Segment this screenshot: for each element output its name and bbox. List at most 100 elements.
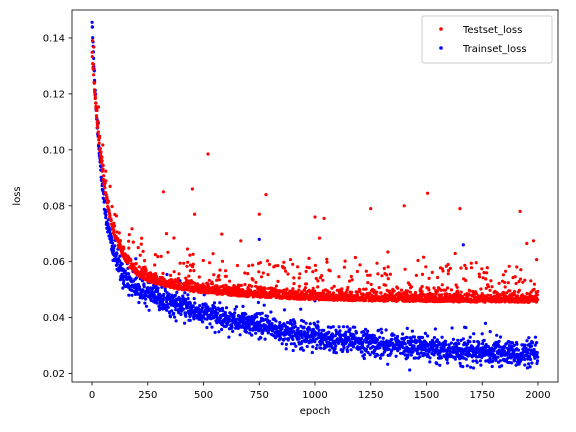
test-loss-point <box>536 289 540 294</box>
test-loss-point <box>215 278 219 282</box>
test-loss-point <box>185 278 189 282</box>
test-loss-point <box>263 287 267 291</box>
test-loss-point <box>314 276 318 281</box>
train-loss-point <box>331 335 335 339</box>
test-loss-point <box>328 269 332 273</box>
train-loss-point <box>527 336 531 340</box>
train-loss-point <box>110 238 114 242</box>
train-loss-point <box>293 325 297 329</box>
test-loss-point <box>291 287 295 291</box>
train-loss-point <box>380 331 384 335</box>
test-loss-point <box>118 243 122 247</box>
test-loss-point <box>448 292 452 297</box>
train-loss-point <box>481 342 485 346</box>
test-loss-point <box>251 263 255 267</box>
train-loss-point <box>529 357 533 362</box>
train-loss-point <box>282 308 287 312</box>
test-loss-point <box>353 255 357 260</box>
test-loss-point <box>282 260 286 264</box>
train-loss-point <box>496 355 500 359</box>
train-loss-point <box>498 335 503 339</box>
test-loss-point <box>422 255 426 259</box>
test-loss-point <box>484 286 488 290</box>
train-loss-point <box>322 328 326 332</box>
test-loss-point <box>95 108 99 112</box>
train-loss-point <box>130 293 134 297</box>
y-tick-label: 0.06 <box>43 257 65 268</box>
train-loss-point <box>142 285 146 289</box>
train-loss-point <box>236 326 240 330</box>
test-loss-point <box>505 291 509 295</box>
test-loss-point <box>377 286 381 290</box>
test-loss-point <box>439 288 443 292</box>
test-loss-point <box>114 214 118 218</box>
test-loss-point <box>126 261 130 265</box>
test-loss-point <box>156 255 160 259</box>
test-loss-point <box>531 239 536 243</box>
test-loss-point <box>304 282 309 286</box>
test-loss-point <box>467 293 471 297</box>
test-loss-point <box>130 227 134 231</box>
train-loss-point <box>117 259 122 263</box>
test-loss-point <box>197 275 201 279</box>
test-loss-point <box>93 93 97 97</box>
test-loss-point <box>322 291 326 295</box>
train-loss-point <box>446 361 450 365</box>
train-loss-point <box>327 330 331 334</box>
train-loss-point <box>440 335 444 339</box>
test-loss-point <box>343 259 347 263</box>
train-loss-point <box>233 307 237 311</box>
train-loss-point <box>314 346 318 351</box>
train-loss-point <box>405 326 409 330</box>
test-loss-point <box>91 67 95 71</box>
train-loss-point <box>491 359 495 363</box>
train-loss-point <box>523 343 527 347</box>
test-loss-point <box>446 272 450 276</box>
test-loss-point <box>535 293 539 297</box>
train-loss-point <box>529 344 534 348</box>
test-loss-point <box>254 284 258 288</box>
test-loss-point <box>305 265 309 269</box>
test-loss-point <box>518 209 522 213</box>
train-loss-point <box>221 309 225 313</box>
train-loss-point <box>302 319 306 323</box>
train-loss-point <box>500 364 504 368</box>
test-loss-point <box>430 292 435 297</box>
legend: Testset_loss Trainset_loss <box>421 15 553 64</box>
train-loss-point <box>347 338 351 342</box>
train-loss-point <box>210 325 214 329</box>
test-loss-point <box>374 293 378 297</box>
test-loss-point <box>221 284 225 288</box>
test-loss-point <box>379 291 383 295</box>
train-loss-point <box>260 311 264 315</box>
test-loss-point <box>211 252 215 256</box>
train-loss-point <box>482 338 486 342</box>
test-loss-point <box>96 130 100 134</box>
train-loss-point <box>192 317 196 321</box>
test-loss-point <box>435 289 439 293</box>
train-loss-point <box>230 325 234 329</box>
train-loss-point <box>488 356 492 360</box>
train-loss-point <box>326 325 330 329</box>
train-loss-point <box>533 343 537 347</box>
data-points <box>90 20 540 372</box>
train-loss-point <box>167 292 171 296</box>
train-loss-point <box>375 338 379 342</box>
train-loss-point <box>99 175 103 179</box>
train-loss-point <box>330 332 334 336</box>
test-loss-point <box>426 191 430 195</box>
legend-label-trainset: Trainset_loss <box>462 44 527 55</box>
train-loss-point <box>181 307 186 311</box>
train-loss-point <box>253 322 257 326</box>
train-loss-point <box>291 337 295 341</box>
test-loss-point <box>298 272 302 276</box>
train-loss-point <box>268 319 272 323</box>
train-loss-point <box>471 366 476 370</box>
test-loss-point <box>266 273 270 277</box>
test-loss-point <box>521 280 525 284</box>
test-loss-point <box>292 282 296 286</box>
train-loss-point <box>265 314 270 318</box>
test-loss-point <box>416 258 420 263</box>
test-loss-point <box>104 169 108 173</box>
train-loss-point <box>200 306 204 310</box>
